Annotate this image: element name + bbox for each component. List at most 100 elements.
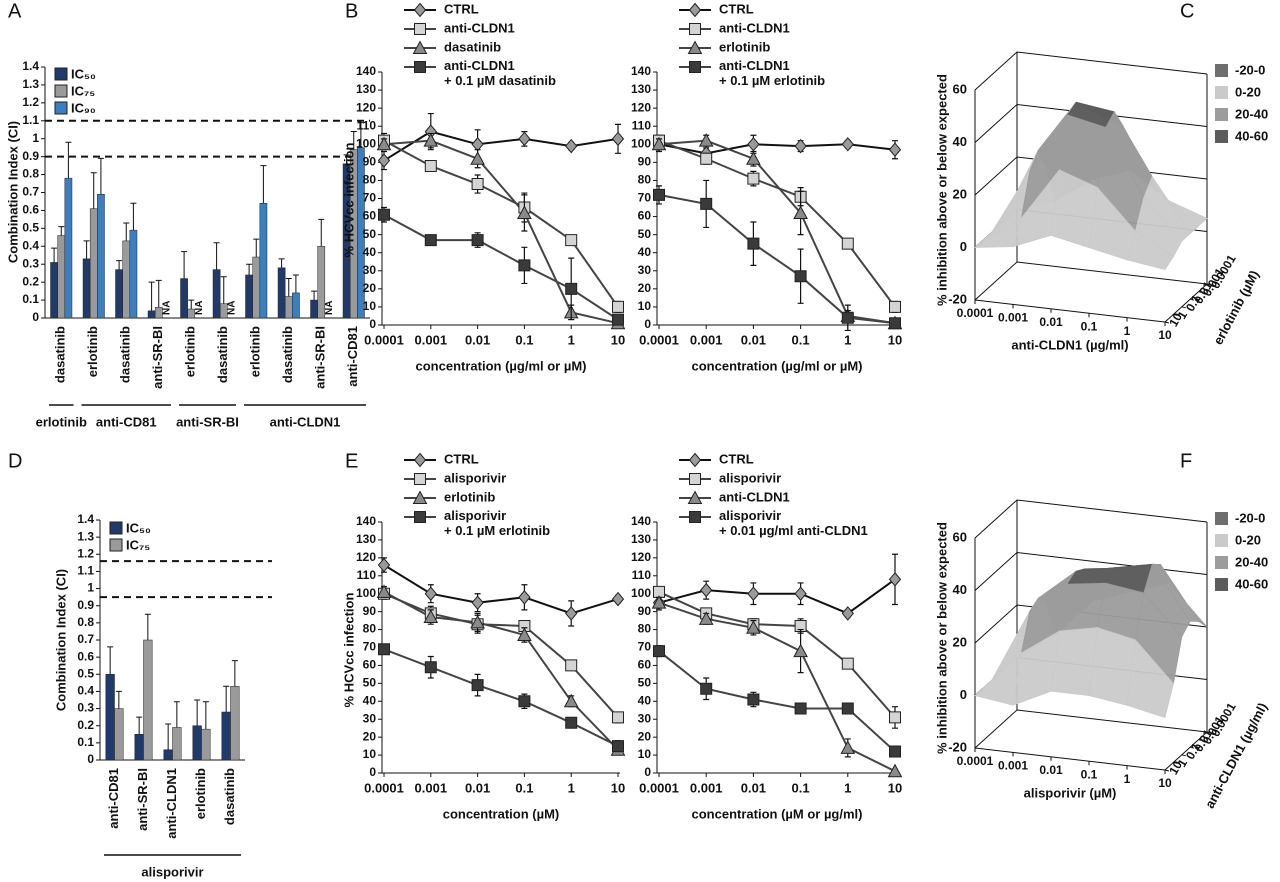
y-tick-label: 100: [356, 136, 376, 150]
point: [841, 606, 854, 621]
y-tick-label: 20: [363, 281, 377, 295]
point: [747, 237, 760, 250]
y-tick-label: 10: [638, 747, 652, 761]
legend-label: CTRL: [444, 1, 479, 16]
series-line: [658, 650, 896, 753]
y-tick: [1173, 313, 1178, 316]
legend-label: IC₅₀: [71, 66, 96, 81]
point: [565, 234, 578, 247]
y-tick-label: 20: [638, 281, 652, 295]
point: [612, 300, 624, 313]
category-label: anti-CD81: [345, 326, 360, 387]
point: [700, 582, 713, 598]
y-tick-label: 10: [1166, 310, 1185, 329]
y-tick-label: 140: [631, 514, 651, 528]
x-axis-label: concentration (µM or µg/ml): [692, 806, 863, 821]
bar: [180, 278, 188, 319]
error-bar: [285, 278, 292, 297]
point: [651, 595, 667, 609]
y-tick: [1164, 321, 1170, 324]
legend-swatch: [1215, 86, 1228, 99]
y-tick-label: 0.7: [22, 185, 39, 199]
y-tick-label: 0: [369, 317, 376, 331]
error-bar: [123, 222, 130, 241]
point: [700, 197, 713, 210]
series-line: [383, 213, 619, 321]
point: [378, 643, 390, 656]
category-label: anti-SR-BI: [313, 326, 328, 389]
y-tick: [1173, 761, 1178, 764]
y-tick-label: 20: [638, 729, 652, 743]
y-tick-label: 0.1: [77, 735, 94, 749]
bar: [277, 267, 286, 319]
point: [471, 595, 484, 610]
y-tick-label: 40: [363, 693, 377, 707]
bar: [114, 708, 124, 761]
x-tick-label: 0.0001: [364, 780, 404, 795]
y-tick-label: 1.4: [77, 512, 94, 526]
legend-swatch: [1215, 64, 1228, 77]
x-axis-label: alisporivir (µM): [1024, 785, 1117, 800]
series-line: [383, 592, 619, 719]
error-bar: [194, 699, 201, 726]
panel-letter: F: [1180, 450, 1192, 472]
point: [793, 205, 808, 219]
x-tick-label: 1: [568, 332, 575, 347]
point: [611, 591, 625, 607]
axis-edge: [1164, 283, 1208, 323]
y-tick-label: 0.2: [22, 274, 39, 288]
legend-swatch: [1215, 578, 1228, 591]
y-axis-label: Combination Index (CI): [5, 121, 20, 263]
legend-label: alisporivir: [444, 470, 506, 485]
value-label: NA: [324, 301, 335, 315]
y-tick-label: 10: [363, 299, 377, 313]
y-tick-label: 70: [363, 191, 377, 205]
legend-label: 40-60: [1235, 576, 1268, 591]
point: [840, 740, 856, 754]
series-line: [383, 139, 619, 308]
point: [565, 716, 578, 729]
point: [424, 586, 437, 601]
legend-marker: [412, 490, 428, 504]
point: [423, 133, 439, 147]
y-tick-label: 1.4: [22, 59, 39, 73]
x-tick-label: 0.1: [792, 780, 810, 795]
x-tick-label: 0.1: [515, 332, 533, 347]
z-axis-label: % inhibition above or below expected: [934, 522, 949, 754]
y-tick-label: 1.3: [22, 77, 39, 91]
point: [376, 584, 392, 598]
error-bar: [90, 172, 97, 209]
x-tick-label: 10: [888, 332, 902, 347]
x-tick-label: 0.01: [741, 332, 766, 347]
error-bar: [130, 202, 137, 231]
point: [612, 740, 624, 753]
x-tick-label: 0.01: [465, 332, 490, 347]
error-bar: [278, 258, 285, 268]
point: [378, 208, 390, 221]
error-bar: [350, 131, 357, 150]
axis-edge: [974, 747, 1166, 771]
error-bar: [65, 141, 72, 179]
point: [563, 693, 579, 708]
legend-label: alisporivir: [719, 470, 781, 485]
y-tick-label: 70: [638, 640, 652, 654]
y-tick-label: 30: [638, 711, 652, 725]
legend-marker: [414, 23, 426, 35]
error-bar: [220, 276, 227, 304]
legend-label: CTRL: [444, 451, 479, 466]
x-tick-label: 0.01: [465, 780, 490, 795]
point: [518, 695, 531, 708]
legend-marker: [689, 23, 701, 35]
y-tick-label: 0: [644, 317, 651, 331]
y-tick-label: 110: [632, 568, 652, 582]
point: [700, 152, 713, 165]
x-tick-label: 0.001: [415, 332, 448, 347]
point: [888, 142, 902, 157]
bar: [192, 725, 202, 761]
legend-marker: [413, 452, 427, 468]
y-tick-label: 0.3: [77, 701, 94, 715]
y-tick-label: 0: [369, 765, 376, 779]
y-tick-label: 120: [631, 100, 651, 114]
legend-marker: [688, 2, 702, 18]
